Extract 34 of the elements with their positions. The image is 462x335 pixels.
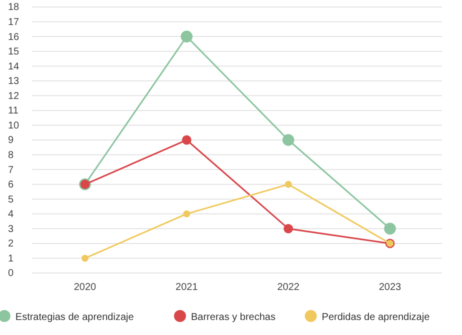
y-tick-label: 17 <box>8 16 20 28</box>
point <box>180 30 193 42</box>
point <box>284 180 292 188</box>
x-tick-label: 2020 <box>74 282 97 294</box>
point <box>82 254 88 262</box>
y-tick-label: 14 <box>8 61 20 72</box>
y-tick-label: 7 <box>8 164 14 176</box>
point <box>182 135 192 145</box>
legend-label: Barreras y brechas <box>191 312 276 323</box>
y-tick-label: 1 <box>8 253 14 264</box>
point <box>384 222 396 235</box>
y-tick-label: 13 <box>8 76 20 88</box>
point <box>282 134 294 146</box>
y-tick-label: 9 <box>8 135 14 146</box>
x-tick-label: 2021 <box>176 282 198 294</box>
y-tick-label: 6 <box>8 180 14 191</box>
y-tick-label: 5 <box>8 194 14 206</box>
x-tick-label: 2022 <box>277 282 300 294</box>
y-tick-label: 11 <box>8 106 19 117</box>
y-tick-label: 8 <box>8 150 14 161</box>
point <box>284 224 294 234</box>
point <box>183 210 190 218</box>
y-tick-label: 3 <box>8 224 14 235</box>
y-tick-label: 16 <box>8 32 20 43</box>
y-tick-label: 0 <box>8 268 14 280</box>
y-tick-label: 12 <box>8 90 20 102</box>
legend-label: Estrategias de aprendizaje <box>15 312 134 323</box>
y-tick-label: 18 <box>8 2 20 14</box>
y-tick-label: 4 <box>8 209 14 220</box>
y-tick-label: 10 <box>8 120 20 132</box>
x-tick-label: 2023 <box>378 282 402 294</box>
legend-label: Perdidas de aprendizaje <box>322 312 430 323</box>
y-tick-label: 2 <box>8 238 14 250</box>
y-tick-label: 15 <box>8 46 20 58</box>
